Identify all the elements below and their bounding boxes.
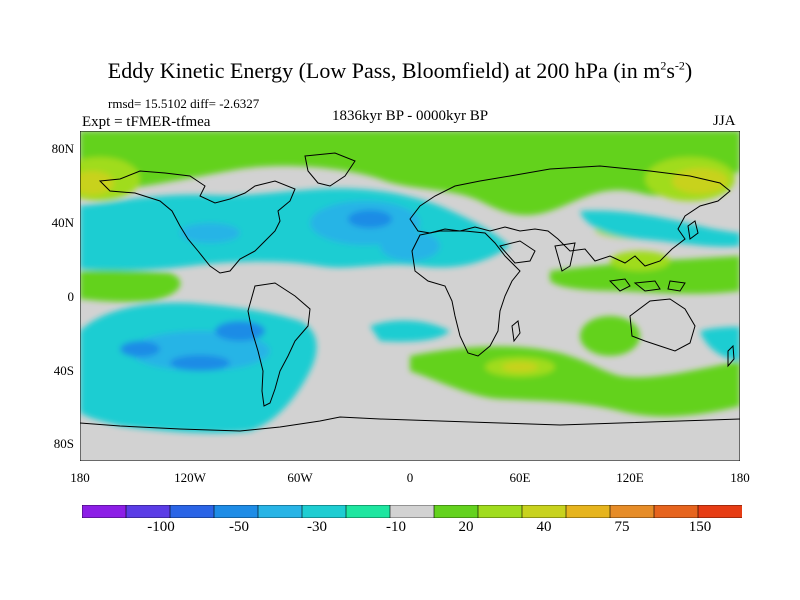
colorbar-swatch bbox=[433, 505, 479, 518]
colorbar-label: 75 bbox=[614, 519, 630, 535]
colorbar-label: 20 bbox=[458, 519, 474, 535]
colorbar-label: -100 bbox=[147, 519, 175, 535]
lon-label-60w: 60W bbox=[287, 470, 313, 485]
lat-label-40s: 40S bbox=[53, 363, 74, 378]
title-sup-1: 2 bbox=[660, 58, 667, 73]
colorbar-label: -50 bbox=[229, 519, 249, 535]
contour-field bbox=[80, 131, 740, 461]
colorbar-swatch bbox=[653, 505, 699, 518]
colorbar-swatch bbox=[609, 505, 655, 518]
coastlines bbox=[80, 152, 740, 432]
colorbar-swatch bbox=[345, 505, 391, 518]
colorbar-swatch bbox=[477, 505, 523, 518]
plot-title: Eddy Kinetic Energy (Low Pass, Bloomfiel… bbox=[0, 58, 800, 84]
lat-label-0: 0 bbox=[67, 289, 75, 304]
title-close: ) bbox=[684, 58, 693, 83]
world-map bbox=[80, 131, 740, 461]
season-label: JJA bbox=[713, 113, 736, 129]
colorbar-label: -30 bbox=[307, 519, 327, 535]
lat-label-80n: 80N bbox=[51, 141, 74, 156]
title-sup-2: -2 bbox=[674, 58, 685, 73]
colorbar-label: 40 bbox=[536, 519, 552, 535]
colorbar-swatch bbox=[389, 505, 435, 518]
lon-label-0: 0 bbox=[406, 470, 414, 485]
title-unit-s: s bbox=[666, 58, 675, 83]
colorbar-swatch bbox=[82, 505, 127, 518]
colorbar-swatch bbox=[565, 505, 611, 518]
colorbar-label: -10 bbox=[386, 519, 406, 535]
colorbar-label: 150 bbox=[688, 519, 712, 535]
experiment-label: Expt = tFMER-tfmea bbox=[82, 114, 211, 130]
colorbar bbox=[82, 505, 742, 518]
lon-label-180w: 180 bbox=[70, 470, 90, 485]
colorbar-swatch bbox=[257, 505, 303, 518]
period-label: 1836kyr BP - 0000kyr BP bbox=[331, 108, 489, 124]
lon-label-120e: 120E bbox=[616, 470, 644, 485]
colorbar-swatch bbox=[125, 505, 171, 518]
lat-label-80s: 80S bbox=[53, 436, 74, 451]
colorbar-swatch bbox=[521, 505, 567, 518]
colorbar-swatch bbox=[301, 505, 347, 518]
colorbar-swatch bbox=[697, 505, 742, 518]
lon-label-60e: 60E bbox=[509, 470, 531, 485]
lon-label-180e: 180 bbox=[730, 470, 750, 485]
lat-label-40n: 40N bbox=[51, 215, 74, 230]
stats-line: rmsd= 15.5102 diff= -2.6327 bbox=[108, 96, 260, 111]
colorbar-swatch bbox=[213, 505, 259, 518]
lon-label-120w: 120W bbox=[174, 470, 206, 485]
title-text: Eddy Kinetic Energy (Low Pass, Bloomfiel… bbox=[107, 58, 661, 83]
colorbar-swatch bbox=[169, 505, 215, 518]
